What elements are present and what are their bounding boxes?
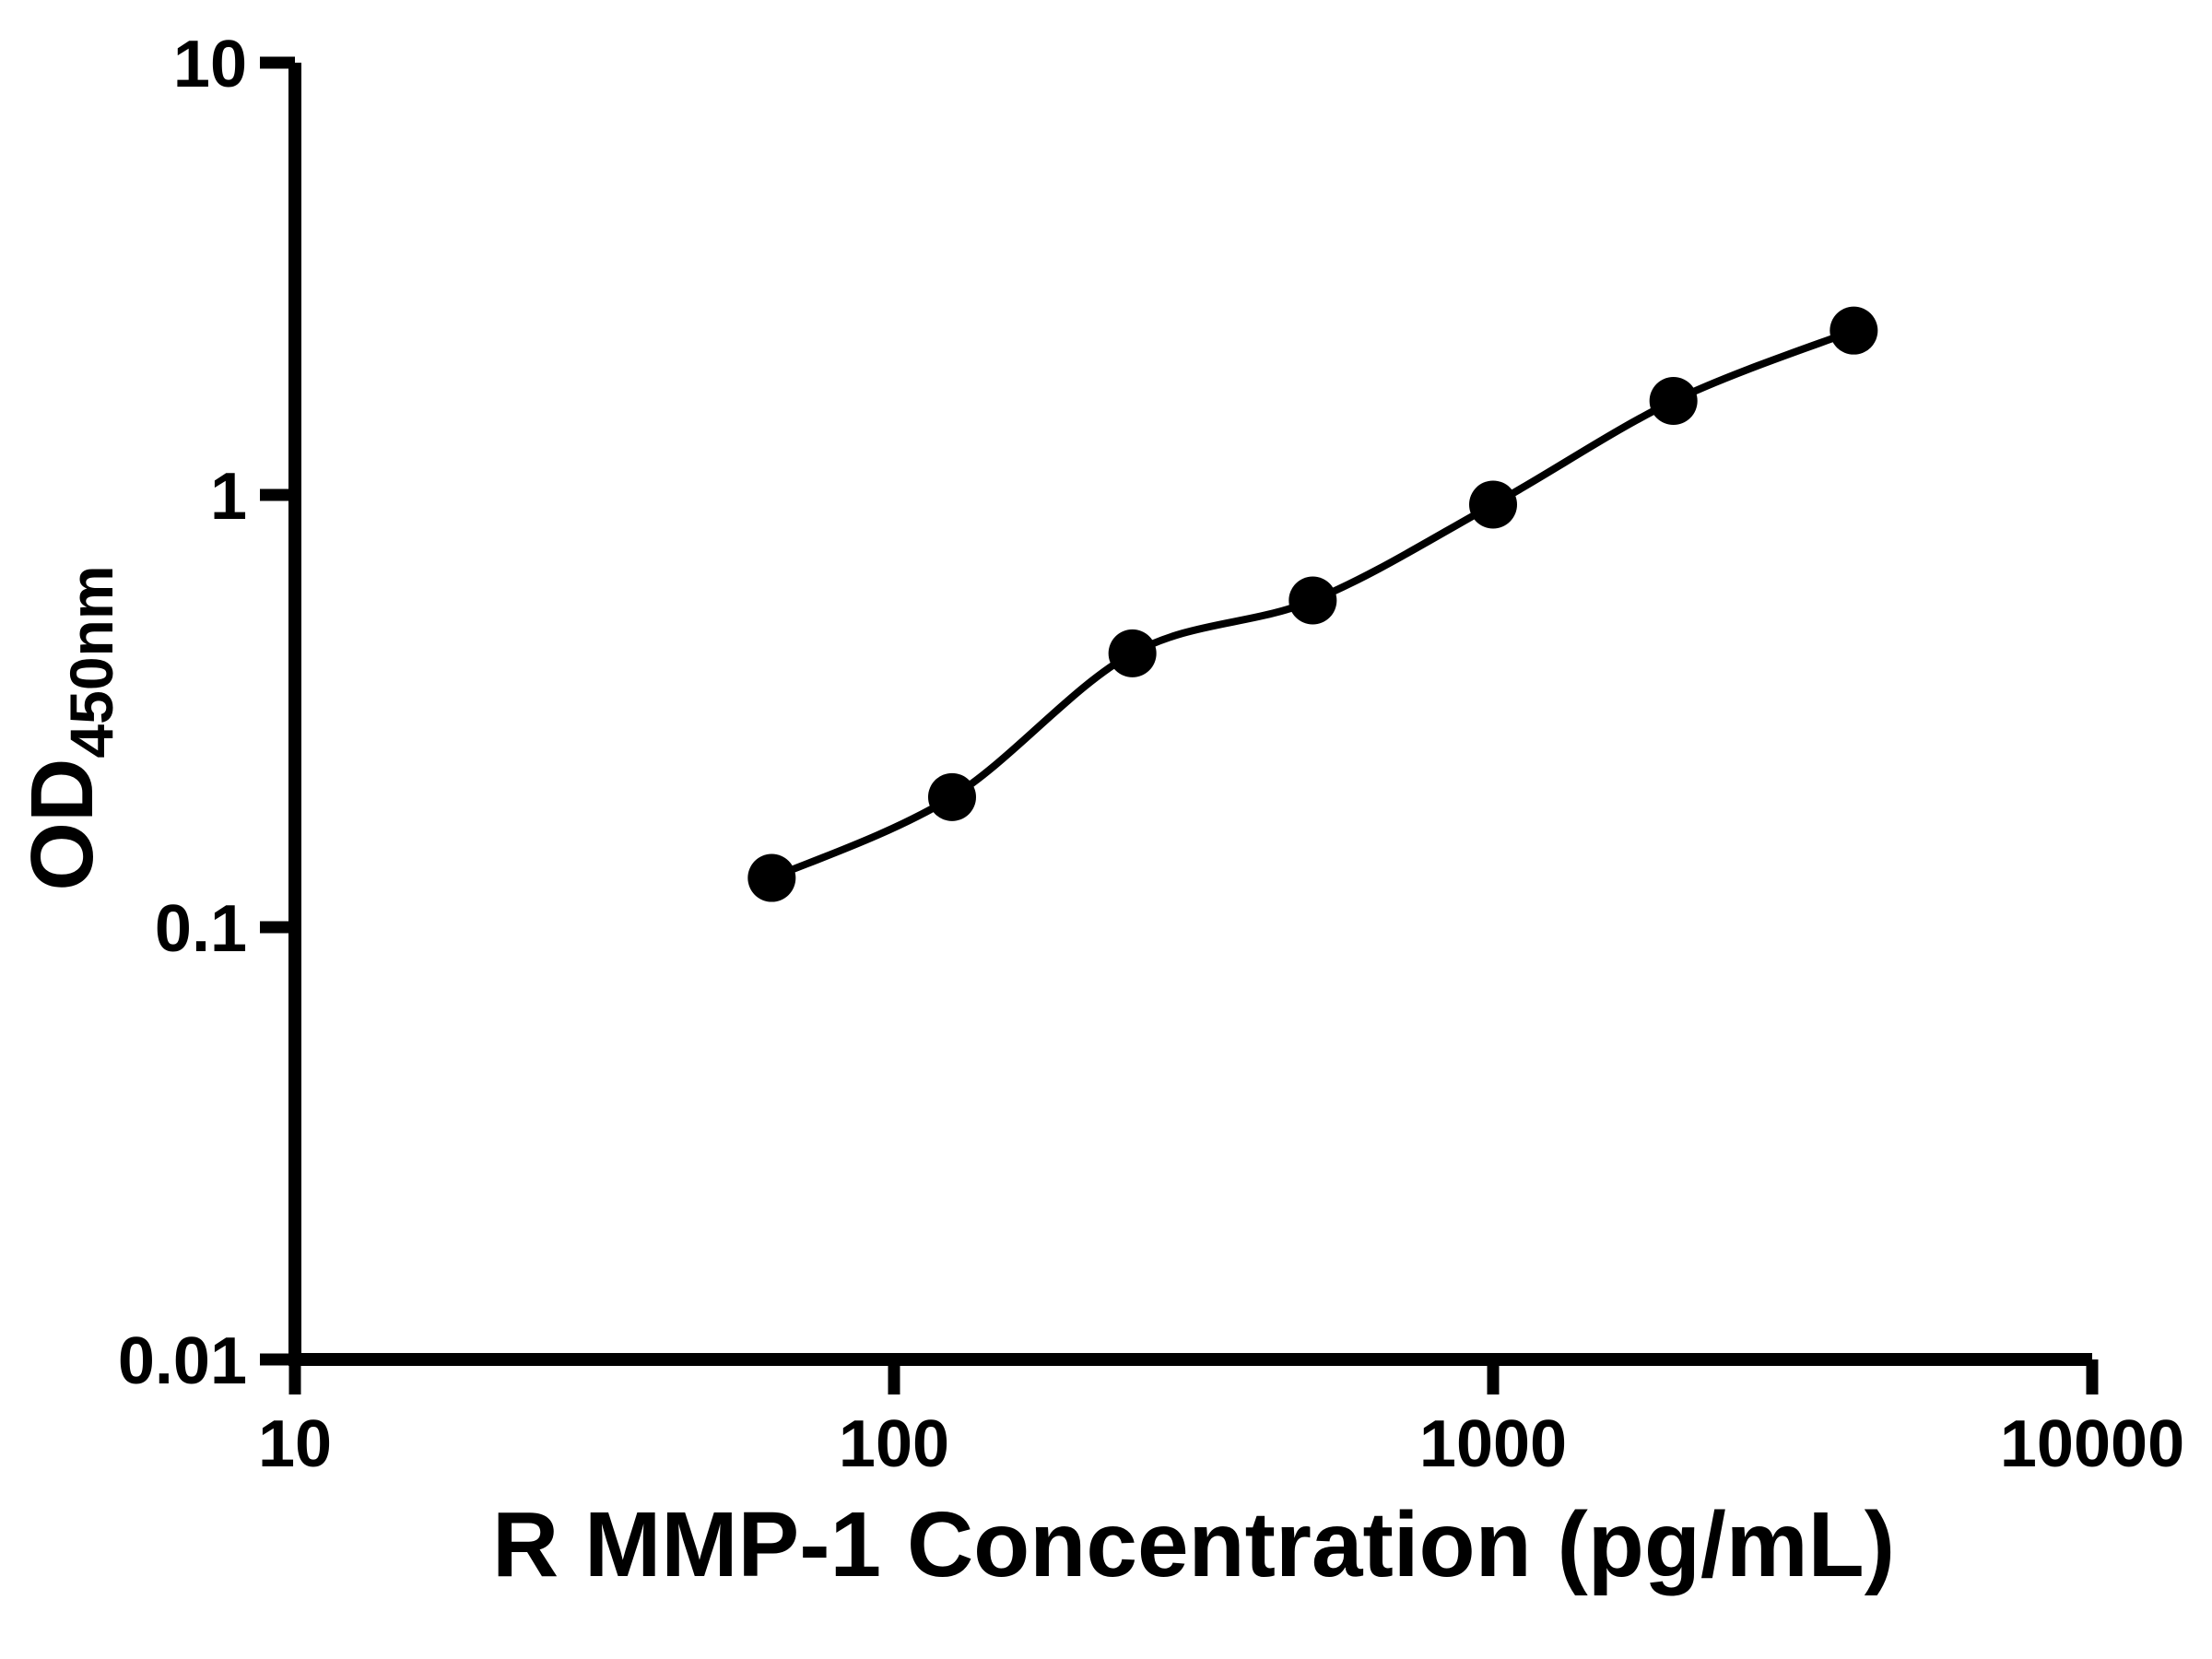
y-axis-title-subscript: 450nm — [57, 565, 125, 758]
y-tick-label: 10 — [173, 28, 247, 101]
tick-marks — [260, 56, 2099, 1394]
data-point — [1288, 576, 1337, 625]
data-point — [1108, 629, 1157, 677]
x-axis-title: R MMP-1 Concentration (pg/mL) — [492, 1493, 1895, 1596]
y-tick-label: 0.1 — [155, 892, 247, 966]
data-point — [1830, 306, 1878, 355]
x-tick-label: 10000 — [2000, 1407, 2184, 1481]
y-tick-label: 1 — [210, 460, 247, 534]
data-point — [927, 772, 976, 821]
axis-spine — [288, 63, 2092, 1366]
x-tick-label: 1000 — [1419, 1407, 1567, 1481]
data-point — [1469, 480, 1517, 529]
x-tick-label: 100 — [839, 1407, 949, 1481]
axes — [288, 63, 2092, 1366]
x-tick-label: 10 — [258, 1407, 332, 1481]
data-points — [747, 306, 1878, 902]
y-axis-title-main: OD — [13, 759, 112, 891]
data-point — [1649, 377, 1698, 426]
y-axis-title: OD450nm — [13, 565, 125, 890]
y-tick-label: 0.01 — [118, 1324, 247, 1398]
data-point — [747, 853, 796, 902]
tick-labels: 10 100 1000 10000 0.01 0.1 1 10 — [118, 28, 2184, 1481]
